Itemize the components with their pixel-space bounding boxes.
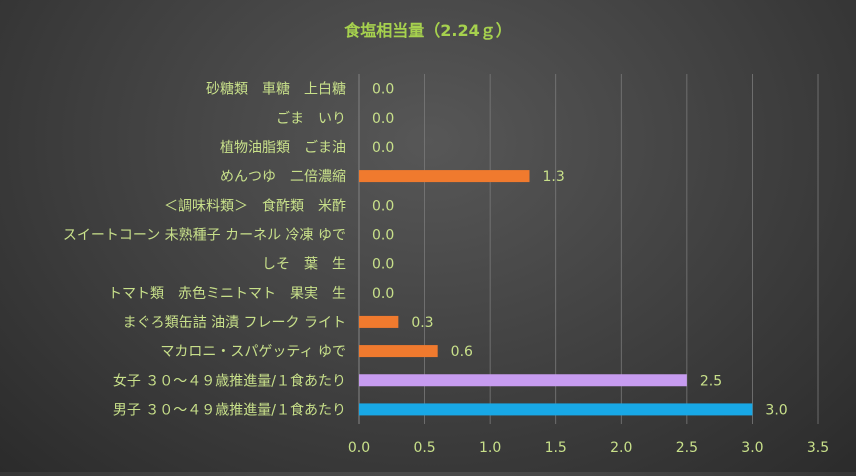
data-label: 0.0 — [372, 140, 394, 156]
category-label: めんつゆ 二倍濃縮 — [220, 169, 346, 185]
data-label: 0.3 — [411, 315, 433, 331]
data-label: 3.0 — [765, 402, 787, 418]
data-label: 0.0 — [372, 111, 394, 127]
chart-title: 食塩相当量（2.24ｇ） — [343, 21, 511, 41]
data-label: 0.6 — [451, 344, 473, 360]
data-label: 0.0 — [372, 198, 394, 214]
x-tick-label: 3.5 — [807, 440, 829, 456]
x-tick-label: 2.0 — [610, 440, 632, 456]
category-label: 植物油脂類 ごま油 — [220, 140, 346, 156]
grid-layer — [358, 74, 819, 424]
category-label: マカロニ・スパゲッティ ゆで — [160, 344, 346, 360]
category-label: ごま いり — [276, 111, 346, 127]
category-label: しそ 葉 生 — [262, 257, 346, 273]
category-label: トマト類 赤色ミニトマト 果実 生 — [108, 285, 346, 302]
category-label: 砂糖類 車糖 上白糖 — [206, 81, 346, 98]
x-tick-label: 1.0 — [479, 440, 501, 456]
x-tick-label: 1.5 — [545, 440, 567, 456]
x-tick-label: 0.5 — [413, 440, 435, 456]
x-tick-label: 2.5 — [676, 440, 698, 456]
bar — [359, 345, 438, 358]
x-tick-label: 0.0 — [348, 440, 370, 456]
category-label: ＜調味料類＞ 食酢類 米酢 — [164, 197, 346, 214]
value-label-layer: 0.0 0.0 0.0 1.3 0.0 0.0 0.0 0.0 0.3 0.6 2.5 3.0 — [372, 82, 788, 419]
data-label: 0.0 — [372, 286, 394, 302]
bar — [359, 315, 399, 328]
data-label: 0.0 — [372, 257, 394, 273]
category-label: まぐろ類缶詰 油漬 フレーク ライト — [123, 315, 346, 331]
bar — [359, 374, 687, 387]
data-label: 2.5 — [700, 373, 722, 389]
data-label: 0.0 — [372, 227, 394, 243]
data-label: 1.3 — [542, 169, 564, 185]
bar — [359, 403, 753, 416]
data-label: 0.0 — [372, 82, 394, 98]
bar — [359, 170, 530, 183]
bar-layer — [359, 170, 753, 416]
x-tick-label: 3.0 — [741, 440, 763, 456]
category-label: 女子 ３０～４９歳推進量/１食あたり — [113, 372, 346, 389]
category-label: 男子 ３０～４９歳推進量/１食あたり — [113, 401, 346, 418]
x-tick-layer: 0.0 0.5 1.0 1.5 2.0 2.5 3.0 3.5 — [348, 440, 829, 456]
category-label: スイートコーン 未熟種子 カーネル 冷凍 ゆで — [63, 227, 346, 243]
